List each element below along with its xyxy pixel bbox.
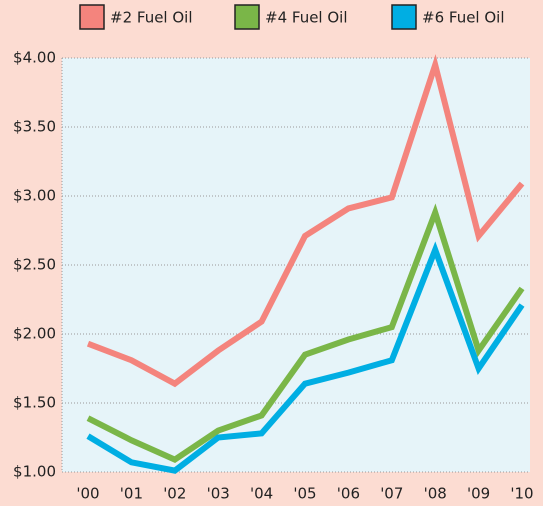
x-tick-label: '10: [510, 485, 533, 503]
x-tick-label: '08: [424, 485, 447, 503]
y-tick-label: $2.50: [13, 256, 56, 274]
legend-label: #4 Fuel Oil: [265, 9, 348, 27]
y-tick-label: $2.00: [13, 325, 56, 343]
x-tick-label: '07: [380, 485, 403, 503]
legend-swatch: [234, 4, 260, 30]
x-tick-label: '02: [163, 485, 186, 503]
legend-label: #6 Fuel Oil: [422, 9, 505, 27]
y-tick-label: $1.50: [13, 394, 56, 412]
x-tick-label: '00: [76, 485, 99, 503]
series-line: [86, 241, 525, 474]
y-tick-label: $4.00: [13, 49, 56, 67]
series-line: [86, 203, 525, 463]
legend-swatch: [391, 4, 417, 30]
y-tick-label: $1.00: [13, 463, 56, 481]
y-tick-label: $3.50: [13, 118, 56, 136]
x-tick-label: '06: [337, 485, 360, 503]
y-tick-label: $3.00: [13, 187, 56, 205]
x-tick-label: '04: [250, 485, 273, 503]
x-tick-label: '09: [467, 485, 490, 503]
series-line: [86, 54, 525, 388]
legend-label: #2 Fuel Oil: [110, 9, 193, 27]
x-tick-label: '01: [120, 485, 143, 503]
legend-swatch: [79, 4, 105, 30]
x-tick-label: '03: [207, 485, 230, 503]
x-tick-label: '05: [293, 485, 316, 503]
